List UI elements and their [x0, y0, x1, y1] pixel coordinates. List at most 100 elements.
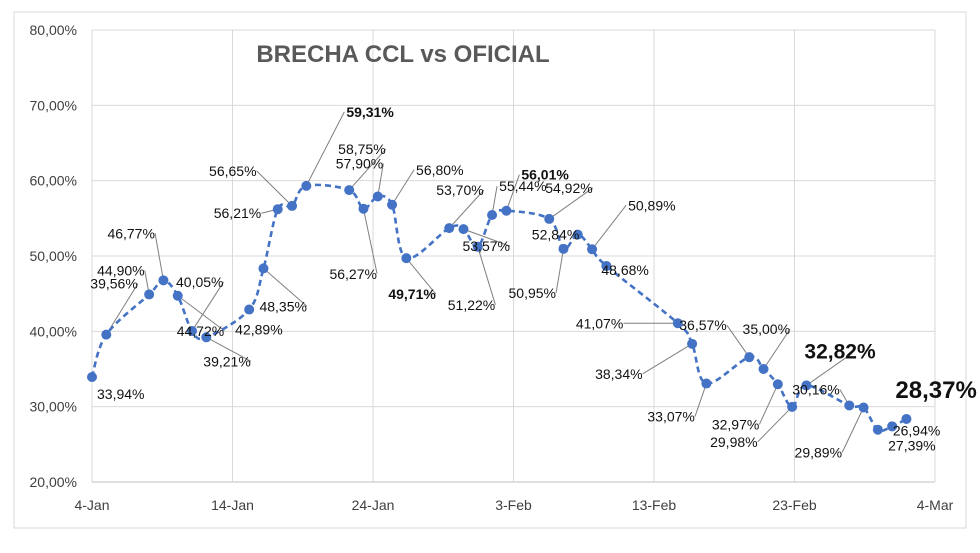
- data-label: 35,00%: [743, 321, 790, 337]
- data-point: [701, 378, 712, 389]
- leader-line: [477, 246, 496, 305]
- data-point: [358, 203, 369, 214]
- data-label: 51,22%: [448, 297, 495, 313]
- data-label: 52,84%: [532, 227, 579, 243]
- data-point: [558, 243, 569, 254]
- data-point: [244, 304, 255, 315]
- data-label: 56,01%: [521, 167, 569, 183]
- data-label: 58,75%: [338, 141, 385, 157]
- data-labels: 33,94% 39,56%44,90% 46,77% 44,72% 40,05% 39,2…: [90, 104, 977, 461]
- leader-line: [448, 189, 485, 229]
- data-label: 44,90%: [97, 262, 144, 278]
- data-point: [287, 200, 298, 211]
- data-label: 56,80%: [416, 162, 463, 178]
- data-point: [687, 338, 698, 349]
- leader-line: [694, 383, 707, 417]
- leader-line: [256, 170, 293, 207]
- data-label: 33,94%: [97, 386, 144, 402]
- leader-line: [726, 324, 750, 358]
- leader-line: [305, 111, 345, 187]
- x-tick-label: 13-Feb: [632, 497, 677, 513]
- data-label: 41,07%: [576, 315, 623, 331]
- data-label: 44,72%: [177, 323, 224, 339]
- data-label: 56,27%: [329, 266, 376, 282]
- x-tick-label: 3-Feb: [495, 497, 532, 513]
- data-label: 32,82%: [804, 340, 876, 363]
- data-point: [444, 223, 455, 234]
- data-point: [344, 185, 355, 196]
- leader-line: [206, 336, 252, 362]
- data-point: [858, 402, 869, 413]
- axis-tick-labels: 20,00% 30,00% 40,00% 50,00% 60,00% 70,00% 80,0…: [30, 22, 954, 513]
- data-point: [801, 380, 812, 391]
- data-point: [601, 260, 612, 271]
- leader-line: [463, 228, 511, 247]
- data-point: [772, 379, 783, 390]
- data-label: 53,57%: [462, 238, 509, 254]
- leader-line: [263, 268, 308, 307]
- leader-line: [405, 257, 437, 295]
- data-label: 33,07%: [647, 409, 694, 425]
- data-label: 29,98%: [710, 434, 757, 450]
- leader-line: [763, 328, 791, 370]
- data-point: [387, 199, 398, 210]
- leader-line: [154, 233, 164, 281]
- data-label: 29,89%: [795, 444, 842, 460]
- data-label: 27,39%: [888, 437, 935, 453]
- data-point: [187, 325, 198, 336]
- data-label: 59,31%: [346, 104, 394, 120]
- y-tick-label: 70,00%: [30, 97, 77, 113]
- data-point: [901, 413, 912, 424]
- data-label: 57,90%: [336, 155, 383, 171]
- data-label: 40,05%: [176, 274, 223, 290]
- y-tick-label: 60,00%: [30, 173, 77, 189]
- series-line: [90, 183, 908, 433]
- data-label: 38,34%: [595, 366, 642, 382]
- data-point: [672, 318, 683, 329]
- data-label: 39,21%: [203, 353, 250, 369]
- x-tick-label: 4-Mar: [917, 497, 954, 513]
- data-point: [258, 263, 269, 274]
- data-label: 32,97%: [712, 416, 759, 432]
- data-point: [872, 424, 883, 435]
- y-tick-label: 50,00%: [30, 248, 77, 264]
- data-point: [272, 204, 283, 215]
- data-label: 48,35%: [259, 298, 306, 314]
- data-label: 39,56%: [90, 276, 137, 292]
- data-label: 48,68%: [601, 262, 648, 278]
- leader-line: [105, 283, 139, 335]
- data-point: [301, 180, 312, 191]
- leader-line: [758, 384, 779, 425]
- data-point: [372, 191, 383, 202]
- data-label: 46,77%: [107, 225, 154, 241]
- leader-line: [362, 208, 378, 274]
- y-tick-label: 20,00%: [30, 474, 77, 490]
- data-point: [158, 275, 169, 286]
- leader-line: [841, 407, 865, 453]
- data-point: [787, 401, 798, 412]
- data-label: 50,89%: [628, 197, 675, 213]
- y-tick-label: 30,00%: [30, 399, 77, 415]
- leader-line: [348, 148, 387, 191]
- data-point: [458, 224, 469, 235]
- chart-title: BRECHA CCL vs OFICIAL: [256, 41, 549, 68]
- data-point: [472, 241, 483, 252]
- x-tick-label: 14-Jan: [211, 497, 254, 513]
- leader-line: [391, 169, 415, 206]
- data-point: [501, 205, 512, 216]
- leader-line: [191, 281, 225, 332]
- data-label: 54,92%: [545, 180, 592, 196]
- data-point: [87, 371, 97, 382]
- data-points: [87, 180, 912, 435]
- y-tick-label: 40,00%: [30, 323, 77, 339]
- x-tick-label: 24-Jan: [352, 497, 395, 513]
- data-label: 53,70%: [436, 182, 483, 198]
- data-point: [487, 210, 498, 221]
- data-label: 26,94%: [893, 423, 940, 439]
- data-label: 42,89%: [235, 322, 282, 338]
- data-label: 28,37%: [895, 377, 976, 404]
- data-point: [172, 290, 183, 301]
- data-label: 30,16%: [792, 381, 839, 397]
